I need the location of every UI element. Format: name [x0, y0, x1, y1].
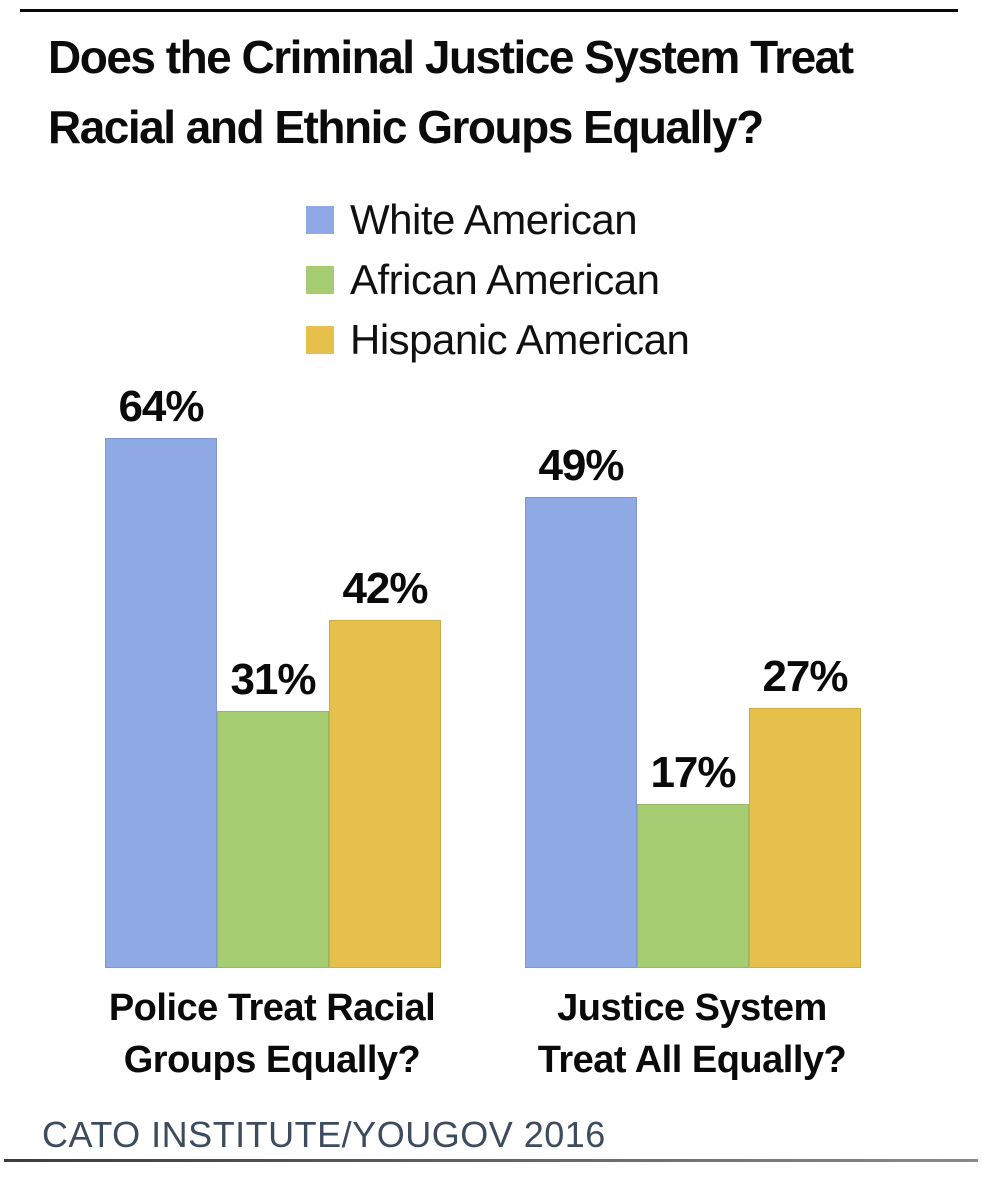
chart-title-line-2: Racial and Ethnic Groups Equally? — [48, 101, 764, 153]
bar-group2-white-american: 49% — [525, 441, 637, 968]
legend-item-hispanic-american: Hispanic American — [306, 316, 690, 364]
bar-value-label: 42% — [342, 564, 428, 613]
bar-rect-white-american — [105, 438, 217, 968]
bar-rect-hispanic-american — [749, 708, 861, 968]
category-label-justice-system: Justice System Treat All Equally? — [492, 982, 892, 1086]
bar-group1-african-american: 31% — [217, 655, 329, 968]
chart-title-line-1: Does the Criminal Justice System Treat — [48, 31, 854, 83]
bar-value-label: 17% — [650, 748, 736, 797]
bottom-divider-line — [4, 1159, 978, 1162]
legend-swatch-african-american — [306, 266, 334, 294]
category-label-line-2: Treat All Equally? — [537, 1039, 847, 1081]
bar-value-label: 49% — [538, 441, 624, 490]
category-label-line-1: Justice System — [557, 987, 827, 1029]
bar-value-label: 31% — [230, 655, 316, 704]
bar-value-label: 27% — [762, 652, 848, 701]
bar-group1-hispanic-american: 42% — [329, 564, 441, 968]
bar-group2-hispanic-american: 27% — [749, 652, 861, 968]
chart-title: Does the Criminal Justice System Treat R… — [48, 22, 968, 162]
legend-item-white-american: White American — [306, 196, 689, 244]
legend-swatch-white-american — [306, 206, 334, 234]
source-attribution: CATO INSTITUTE/YOUGOV 2016 — [42, 1114, 606, 1155]
bar-rect-hispanic-american — [329, 620, 441, 968]
bar-group2-african-american: 17% — [637, 748, 749, 968]
bar-rect-african-american — [637, 804, 749, 968]
top-divider-line — [20, 9, 958, 12]
bar-group1-white-american: 64% — [105, 382, 217, 968]
legend-item-african-american: African American — [306, 256, 689, 304]
bar-rect-white-american — [525, 497, 637, 968]
category-label-line-2: Groups Equally? — [123, 1039, 421, 1081]
legend: White American African American Hispanic… — [306, 196, 690, 376]
legend-label-white-american: White American — [350, 196, 638, 243]
legend-label-african-american: African American — [350, 256, 660, 303]
legend-label-hispanic-american: Hispanic American — [350, 316, 690, 363]
category-label-police: Police Treat Racial Groups Equally? — [72, 982, 472, 1086]
bar-value-label: 64% — [118, 382, 204, 431]
legend-swatch-hispanic-american — [306, 326, 334, 354]
bar-rect-african-american — [217, 711, 329, 968]
category-label-line-1: Police Treat Racial — [108, 987, 436, 1029]
